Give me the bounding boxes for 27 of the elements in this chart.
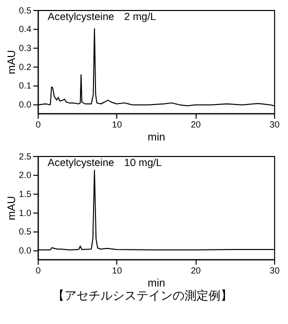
x-tick-label: 30	[270, 266, 280, 276]
y-tick-label: 1.5	[18, 189, 32, 200]
x-tick-label: 20	[190, 120, 201, 130]
y-tick-label: 0.5	[18, 226, 32, 237]
x-tick-label: 10	[112, 120, 122, 130]
chart-title: Acetylcysteine 2 mg/L	[48, 12, 156, 23]
x-tick-label: 0	[36, 120, 41, 130]
x-axis-title: min	[148, 278, 166, 290]
y-tick-label: 0.2	[18, 62, 32, 72]
y-tick-label: 1.0	[18, 208, 32, 218]
y-tick-label: 0.5	[18, 5, 32, 16]
y-tick-label: 0.3	[18, 43, 32, 54]
y-tick-label: 0.1	[18, 80, 32, 91]
y-tick-label: 2.0	[18, 170, 32, 180]
y-tick-label: 0.0	[18, 245, 32, 256]
y-axis-title: mAU	[6, 196, 18, 220]
y-axis-title: mAU	[6, 50, 18, 74]
y-tick-label: 2.5	[18, 151, 32, 162]
x-tick-label: 20	[190, 266, 201, 276]
x-tick-label: 30	[270, 120, 280, 130]
text: 【アセチルシステインの測定例】	[52, 288, 232, 302]
y-tick-label: 0.4	[18, 24, 32, 34]
x-axis-title: min	[148, 132, 166, 144]
x-tick-label: 10	[112, 266, 122, 276]
chart-title: Acetylcysteine 10 mg/L	[48, 158, 162, 169]
y-tick-label: 0.0	[18, 99, 32, 110]
x-tick-label: 0	[36, 266, 41, 276]
